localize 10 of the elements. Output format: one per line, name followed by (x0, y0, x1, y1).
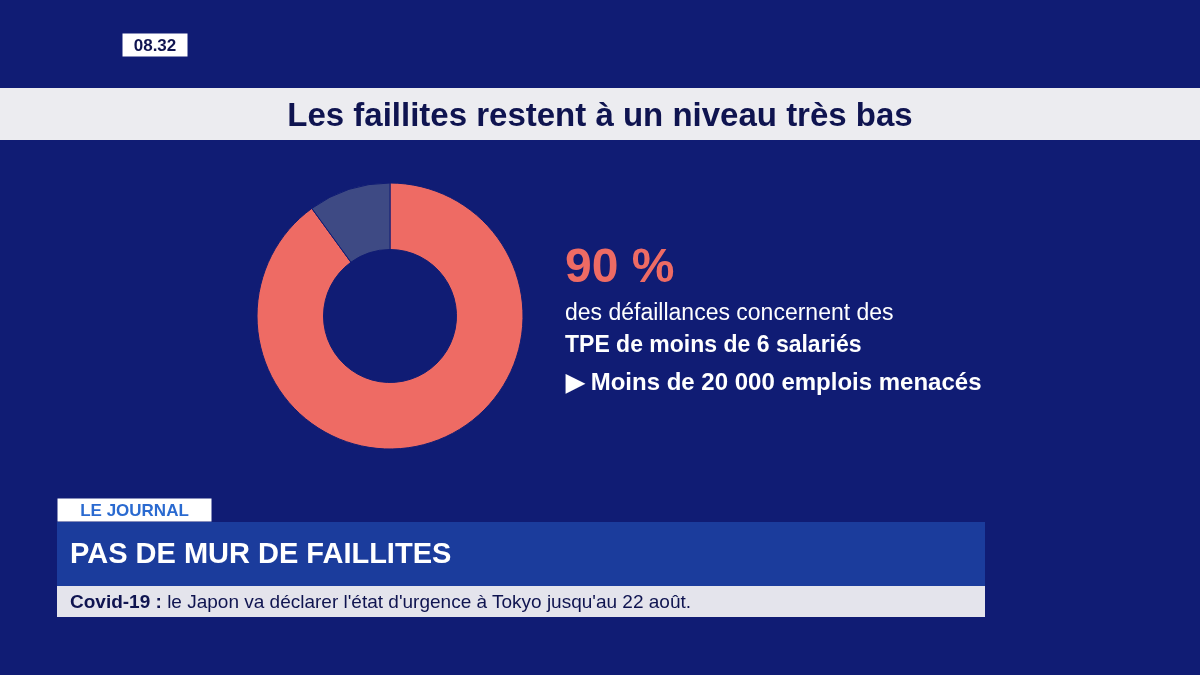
text: TPE de moins de 6 salariés (565, 331, 862, 357)
text: 08.32 (133, 35, 177, 55)
data-label: 90 % (565, 239, 675, 292)
text: Covid-19 : le Japon va déclarer l'état d'urgence à Tokyo jusqu'au 22 août. (70, 591, 692, 612)
text: LE JOURNAL (80, 500, 189, 520)
text: des défaillances concernent des (565, 299, 894, 325)
text: PAS DE MUR DE FAILLITES (70, 537, 452, 569)
donut-slice (256, 182, 524, 450)
chart-title: Les faillites restent à un niveau très bas (287, 95, 913, 133)
text: ▶ Moins de 20 000 emplois menacés (565, 368, 982, 395)
